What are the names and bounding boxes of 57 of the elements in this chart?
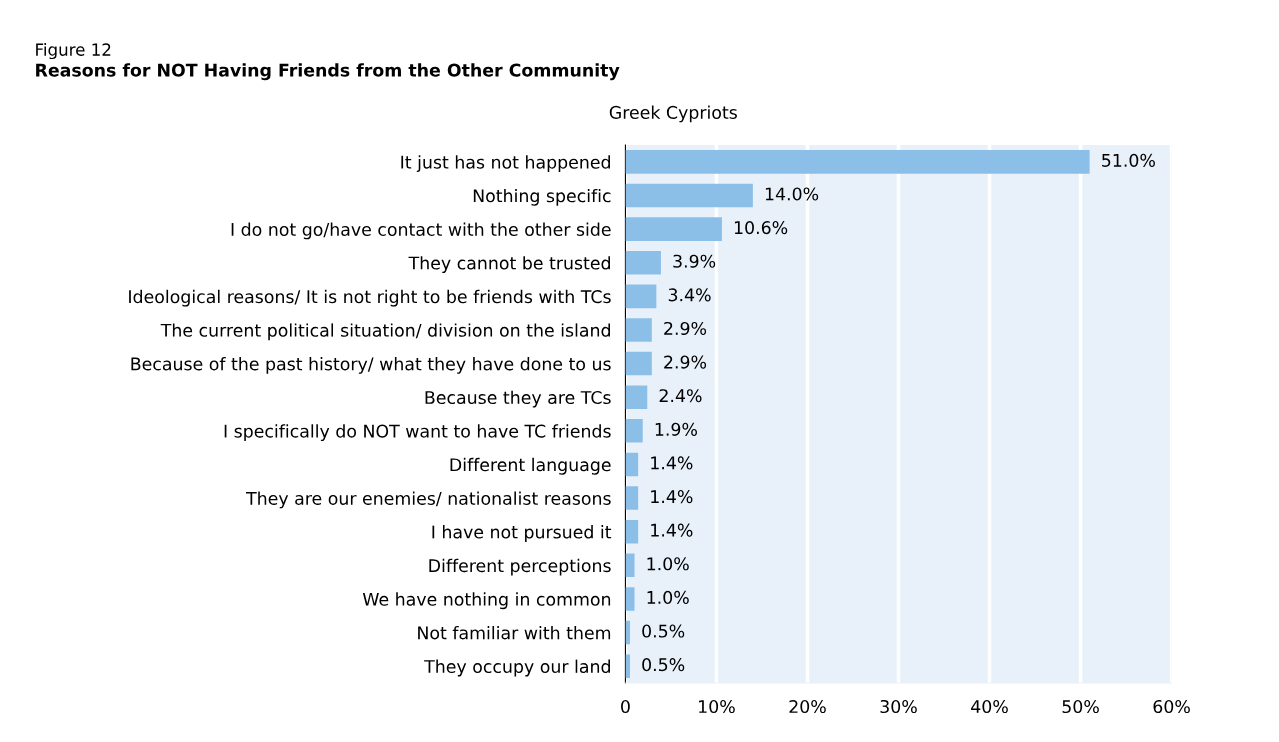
chart-subtitle: Greek Cypriots <box>609 105 737 123</box>
data-label: 1.4% <box>651 490 693 504</box>
data-label: 0.5% <box>642 624 685 638</box>
x-tick-label: 20% <box>789 699 826 714</box>
data-label: 1.4% <box>651 523 693 537</box>
y-tick-label: I specifically do NOT want to have TC friends <box>224 424 611 442</box>
y-tick-label: They are our enemies/ nationalist reasons <box>246 491 611 509</box>
bar <box>625 318 652 342</box>
bar <box>625 486 639 510</box>
y-tick-label: Ideological reasons/ It is not right to be friends with TCs <box>129 289 611 307</box>
y-tick-label: Because they are TCs <box>425 390 611 408</box>
data-label: 1.0% <box>647 590 689 604</box>
data-label: 2.9% <box>664 321 707 336</box>
y-tick-label: Because of the past history/ what they have done to us <box>131 357 611 374</box>
y-tick-label: Different perceptions <box>429 558 611 576</box>
bar <box>625 351 652 376</box>
data-label: 10.6% <box>734 221 788 235</box>
data-label: 14.0% <box>765 187 819 201</box>
y-tick-label: Different language <box>450 457 611 475</box>
y-tick-label: We have nothing in common <box>362 592 611 610</box>
caption: Figure 12 <box>36 42 111 60</box>
data-label: 0.5% <box>642 658 685 672</box>
bar <box>625 452 639 477</box>
x-tick-label: 40% <box>971 699 1008 714</box>
data-label: 3.4% <box>668 288 711 302</box>
bar <box>625 587 635 611</box>
text: Reasons for NOT Having Friends from the Other Community <box>36 63 620 81</box>
x-tick-label: 10% <box>699 699 735 714</box>
bar <box>625 553 635 578</box>
bar <box>625 385 648 409</box>
data-label: 2.9% <box>664 355 707 369</box>
data-label: 3.9% <box>673 254 716 268</box>
bar <box>625 217 722 241</box>
y-tick-label: They cannot be trusted <box>408 256 610 273</box>
x-tick-label: 30% <box>880 699 917 714</box>
y-tick-label: Nothing specific <box>473 188 611 206</box>
data-label: 1.0% <box>647 557 689 571</box>
bar <box>625 284 657 309</box>
bar <box>625 519 639 544</box>
bar <box>625 419 643 443</box>
y-tick-label: I have not pursued it <box>432 525 612 542</box>
y-tick-label: They occupy our land <box>424 659 610 677</box>
bar <box>625 654 630 678</box>
y-tick-label: Not familiar with them <box>418 625 611 640</box>
data-label: 2.4% <box>659 389 702 403</box>
data-label: 1.4% <box>651 456 693 470</box>
bar <box>625 250 661 275</box>
y-tick-label: The current political situation/ division on the island <box>160 323 610 341</box>
x-tick-label: 0 <box>621 699 630 714</box>
y-tick-label: I do not go/have contact with the other side <box>231 222 611 240</box>
data-label: 1.9% <box>655 422 697 436</box>
x-tick-label: 50% <box>1062 699 1099 714</box>
bar <box>625 150 1090 174</box>
y-tick-label: It just has not happened <box>401 155 610 173</box>
x-tick-label: 60% <box>1153 699 1190 714</box>
bar <box>625 183 753 208</box>
data-label: 51.0% <box>1102 153 1155 167</box>
